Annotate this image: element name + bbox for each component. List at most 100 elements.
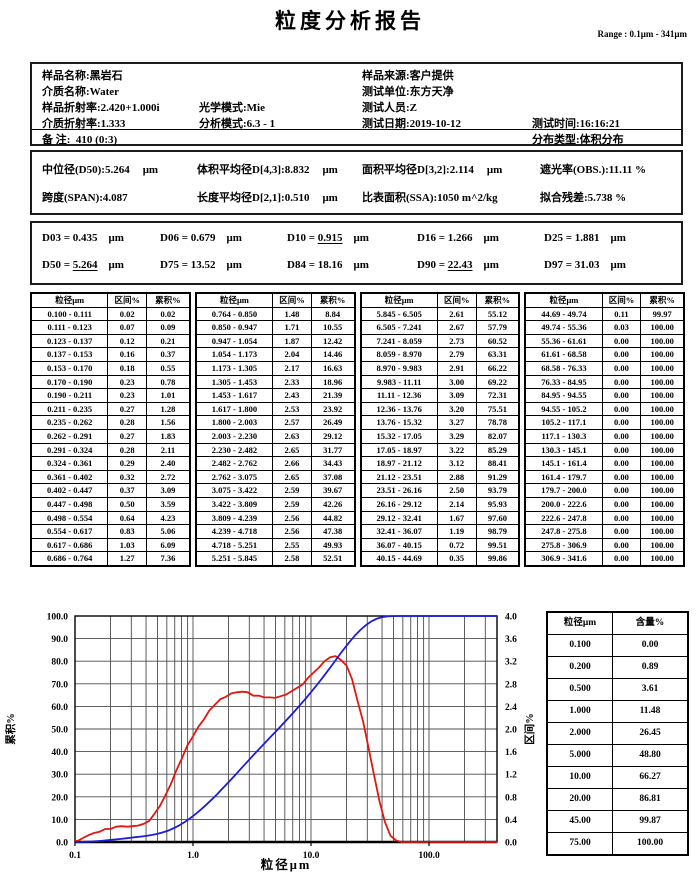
- column-header: 累积%: [475, 292, 520, 308]
- table-cell: 3.22: [436, 442, 477, 458]
- percentile-d75: D75 = 13.52 μm: [160, 259, 242, 271]
- table-row: 10.00 66.27: [546, 766, 689, 789]
- table-row: 117.1 - 130.3 0.00 100.00: [524, 428, 685, 444]
- table-cell: 0.00: [601, 496, 642, 512]
- table-cell: 31.77: [310, 442, 356, 458]
- right-axis-tick: 3.6: [505, 635, 517, 645]
- table-cell: 3.422 - 3.809: [195, 496, 274, 512]
- distribution-table-group: 粒径μm 区间% 累积% 0.764 - 0.850 1.48 8.84 0.850 - 0…: [194, 292, 356, 567]
- table-row: 0.100 0.00: [546, 634, 689, 657]
- table-cell: 2.55: [272, 537, 312, 553]
- left-axis-tick: 80.0: [51, 658, 68, 668]
- table-cell: 76.33 - 84.95: [524, 374, 603, 390]
- table-cell: 55.12: [475, 306, 520, 322]
- table-cell: 0.170 - 0.190: [30, 374, 109, 390]
- table-cell: 1.000: [546, 700, 613, 723]
- table-row: 75.00 100.00: [546, 832, 689, 856]
- table-cell: 1.27: [107, 551, 148, 567]
- table-cell: 98.79: [475, 524, 520, 539]
- table-cell: 2.482 - 2.762: [195, 456, 274, 471]
- table-cell: 3.809 - 4.239: [195, 510, 274, 526]
- table-row: 49.74 - 55.36 0.03 100.00: [524, 320, 685, 335]
- table-cell: 0.402 - 0.447: [30, 483, 109, 498]
- left-axis-tick: 20.0: [51, 793, 68, 803]
- table-cell: 222.6 - 247.8: [524, 510, 603, 526]
- table-row: 0.100 - 0.111 0.02 0.02: [30, 306, 191, 322]
- table-cell: 0.28: [107, 442, 148, 458]
- table-cell: 0.12: [107, 333, 148, 349]
- percentile-d10: D10 = 0.915 μm: [287, 232, 369, 244]
- table-cell: 1.617 - 1.800: [195, 401, 274, 417]
- left-axis-label: 累积%: [4, 713, 17, 745]
- table-row: 26.16 - 29.12 2.14 95.93: [360, 496, 520, 512]
- left-axis-tick: 90.0: [51, 635, 68, 645]
- table-row: 1.173 - 1.305 2.17 16.63: [195, 360, 356, 376]
- table-cell: 1.305 - 1.453: [195, 374, 274, 390]
- table-row: 0.324 - 0.361 0.29 2.40: [30, 456, 191, 471]
- area-mean-diameter: 面积平均径D[3,2]:2.114 μm: [362, 164, 503, 176]
- table-row: 161.4 - 179.7 0.00 100.00: [524, 469, 685, 485]
- test-date: 测试日期:2019-10-12: [362, 118, 461, 130]
- table-row: 200.0 - 222.6 0.00 100.00: [524, 496, 685, 512]
- table-cell: 0.37: [107, 483, 148, 498]
- table-row: 105.2 - 117.1 0.00 100.00: [524, 415, 685, 430]
- interval-curve: [75, 655, 497, 843]
- table-row: 55.36 - 61.61 0.00 100.00: [524, 333, 685, 349]
- table-cell: 8.059 - 8.970: [360, 347, 438, 362]
- table-cell: 3.61: [612, 678, 689, 701]
- table-row: 306.9 - 341.6 0.00 100.00: [524, 551, 685, 567]
- table-cell: 49.74 - 55.36: [524, 320, 603, 335]
- table-row: 2.000 26.45: [546, 722, 689, 745]
- column-header: 区间%: [107, 292, 148, 308]
- table-cell: 100.00: [640, 537, 685, 553]
- table-cell: 93.79: [475, 483, 520, 498]
- particle-size-distribution-chart: 0.0 10.0 20.0 30.0 40.0 50.0 60.0 70.0 80.0 90.0 1…: [4, 613, 536, 873]
- distribution-table-group: 粒径μm 区间% 累积% 44.69 - 49.74 0.11 99.97 49.74 - …: [524, 292, 685, 567]
- right-axis-tick: 0.4: [505, 816, 517, 826]
- table-cell: 0.21: [146, 333, 191, 349]
- table-cell: 0.00: [601, 360, 642, 376]
- table-row: 5.251 - 5.845 2.58 52.51: [195, 551, 356, 567]
- percentile-d50: D50 = 5.264 μm: [42, 259, 124, 271]
- table-cell: 18.96: [310, 374, 356, 390]
- table-row: 12.36 - 13.76 3.20 75.51: [360, 401, 520, 417]
- sample-info-box: 样品名称:黑岩石 样品来源:客户提供 介质名称:Water 测试单位:东方天净 …: [30, 62, 683, 146]
- table-cell: 0.16: [107, 347, 148, 362]
- table-row: 275.8 - 306.9 0.00 100.00: [524, 537, 685, 553]
- column-header: 区间%: [272, 292, 312, 308]
- percentile-d25: D25 = 1.881 μm: [544, 232, 626, 244]
- table-row: 44.69 - 49.74 0.11 99.97: [524, 306, 685, 322]
- test-unit: 测试单位:东方天净: [362, 86, 454, 98]
- table-cell: 2.59: [272, 496, 312, 512]
- table-row: 0.111 - 0.123 0.07 0.09: [30, 320, 191, 335]
- table-cell: 95.93: [475, 496, 520, 512]
- table-row: 0.850 - 0.947 1.71 10.55: [195, 320, 356, 335]
- table-row: 0.554 - 0.617 0.83 5.06: [30, 524, 191, 539]
- table-cell: 1.03: [107, 537, 148, 553]
- table-cell: 86.81: [612, 788, 689, 811]
- table-cell: 0.07: [107, 320, 148, 335]
- table-cell: 1.453 - 1.617: [195, 388, 274, 403]
- left-axis-tick: 50.0: [51, 726, 68, 736]
- table-cell: 0.447 - 0.498: [30, 496, 109, 512]
- table-cell: 26.49: [310, 415, 356, 430]
- table-row: 7.241 - 8.059 2.73 60.52: [360, 333, 520, 349]
- table-cell: 2.65: [272, 469, 312, 485]
- table-cell: 66.22: [475, 360, 520, 376]
- table-cell: 44.69 - 49.74: [524, 306, 603, 322]
- table-cell: 2.57: [272, 415, 312, 430]
- table-cell: 100.00: [612, 832, 689, 856]
- range-label: Range : 0.1μm - 341μm: [597, 29, 687, 39]
- table-row: 4.718 - 5.251 2.55 49.93: [195, 537, 356, 553]
- table-cell: 57.79: [475, 320, 520, 335]
- table-row: 1.054 - 1.173 2.04 14.46: [195, 347, 356, 362]
- table-cell: 0.23: [107, 388, 148, 403]
- table-cell: 13.76 - 15.32: [360, 415, 438, 430]
- left-axis-tick: 100.0: [47, 613, 69, 623]
- table-cell: 0.00: [601, 469, 642, 485]
- table-cell: 3.29: [436, 428, 477, 444]
- table-row: 0.262 - 0.291 0.27 1.83: [30, 428, 191, 444]
- table-cell: 2.56: [272, 524, 312, 539]
- table-cell: 145.1 - 161.4: [524, 456, 603, 471]
- table-cell: 85.29: [475, 442, 520, 458]
